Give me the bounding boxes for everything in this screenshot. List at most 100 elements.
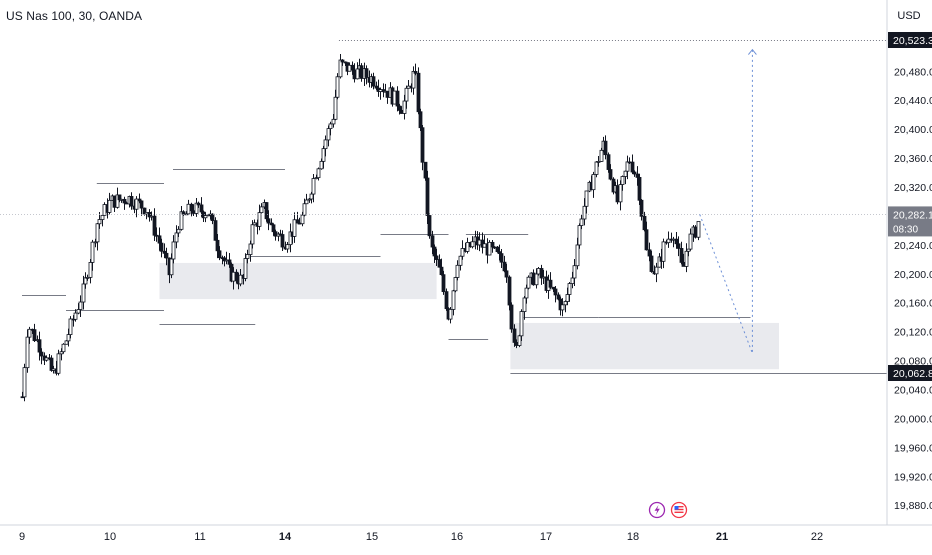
candle[interactable] xyxy=(666,231,671,248)
candle[interactable] xyxy=(553,286,558,303)
candle[interactable] xyxy=(512,324,517,347)
candle[interactable] xyxy=(618,180,623,211)
candle[interactable] xyxy=(61,343,66,354)
candle[interactable] xyxy=(395,86,400,112)
candle[interactable] xyxy=(129,192,134,210)
candle[interactable] xyxy=(441,270,446,295)
projection-path[interactable] xyxy=(699,49,753,354)
candle[interactable] xyxy=(311,173,316,203)
candle[interactable] xyxy=(159,238,164,258)
candle[interactable] xyxy=(181,210,186,216)
candle[interactable] xyxy=(266,210,271,231)
candle[interactable] xyxy=(579,214,584,230)
candle[interactable] xyxy=(416,67,421,115)
candle[interactable] xyxy=(413,63,418,76)
candle[interactable] xyxy=(285,241,290,253)
candle[interactable] xyxy=(90,239,95,271)
candle[interactable] xyxy=(300,211,305,227)
candle[interactable] xyxy=(504,263,509,283)
candle[interactable] xyxy=(425,170,430,225)
candle[interactable] xyxy=(567,281,572,302)
candle[interactable] xyxy=(122,196,127,210)
candle[interactable] xyxy=(107,192,112,215)
candle[interactable] xyxy=(560,298,565,317)
candle[interactable] xyxy=(637,173,642,205)
candle[interactable] xyxy=(174,225,179,249)
candle[interactable] xyxy=(509,302,514,333)
candle[interactable] xyxy=(340,59,345,66)
candle[interactable] xyxy=(455,260,460,281)
demand-zone[interactable] xyxy=(159,262,437,300)
candle[interactable] xyxy=(280,230,285,252)
candle[interactable] xyxy=(661,238,666,269)
candle[interactable] xyxy=(81,275,86,310)
candle[interactable] xyxy=(688,228,693,251)
candle[interactable] xyxy=(245,249,250,264)
candle[interactable] xyxy=(423,161,428,181)
candle[interactable] xyxy=(606,152,611,173)
candle[interactable] xyxy=(608,164,613,181)
candle[interactable] xyxy=(696,221,701,241)
candle[interactable] xyxy=(243,253,248,282)
candle[interactable] xyxy=(304,193,309,205)
candle[interactable] xyxy=(335,73,340,100)
candle[interactable] xyxy=(203,212,208,223)
candle[interactable] xyxy=(534,268,539,289)
candle[interactable] xyxy=(693,225,698,239)
candle[interactable] xyxy=(292,212,297,243)
candle[interactable] xyxy=(248,240,253,262)
candle[interactable] xyxy=(171,235,176,264)
candle[interactable] xyxy=(507,275,512,311)
candle[interactable] xyxy=(213,217,218,241)
candle[interactable] xyxy=(584,190,589,214)
candle[interactable] xyxy=(448,307,453,324)
candle[interactable] xyxy=(470,236,475,249)
candle[interactable] xyxy=(572,258,577,287)
candle[interactable] xyxy=(102,202,107,216)
candle[interactable] xyxy=(78,295,83,317)
candle[interactable] xyxy=(644,221,649,251)
candle[interactable] xyxy=(649,250,654,273)
candle[interactable] xyxy=(594,161,599,178)
candle[interactable] xyxy=(499,248,504,269)
candle[interactable] xyxy=(577,223,582,249)
candle[interactable] xyxy=(434,248,439,267)
candle[interactable] xyxy=(22,363,27,402)
candle[interactable] xyxy=(95,222,100,251)
candle[interactable] xyxy=(420,124,425,171)
lightning-event-icon[interactable] xyxy=(648,501,666,519)
candle[interactable] xyxy=(49,355,54,372)
candle[interactable] xyxy=(227,252,232,268)
us-flag-event-icon[interactable] xyxy=(670,501,688,519)
candle[interactable] xyxy=(25,329,30,373)
candle[interactable] xyxy=(152,208,157,241)
currency-button[interactable]: USD xyxy=(897,10,921,22)
candle[interactable] xyxy=(676,236,681,257)
candle[interactable] xyxy=(85,274,90,281)
candle[interactable] xyxy=(238,269,243,287)
candle[interactable] xyxy=(215,233,220,259)
candle[interactable] xyxy=(217,246,222,261)
candle[interactable] xyxy=(27,326,32,344)
candle[interactable] xyxy=(630,154,635,174)
candle[interactable] xyxy=(316,167,321,181)
candle[interactable] xyxy=(411,66,416,95)
candle[interactable] xyxy=(137,193,142,204)
candle[interactable] xyxy=(176,226,181,237)
candle[interactable] xyxy=(603,135,608,160)
candle[interactable] xyxy=(599,147,604,162)
candle[interactable] xyxy=(271,223,276,236)
candle[interactable] xyxy=(56,349,61,376)
candle[interactable] xyxy=(620,175,625,191)
candle[interactable] xyxy=(458,255,463,271)
candle[interactable] xyxy=(517,334,522,348)
candle[interactable] xyxy=(328,121,333,136)
candle[interactable] xyxy=(418,108,423,132)
candle[interactable] xyxy=(257,204,262,231)
candle[interactable] xyxy=(194,197,199,217)
candle[interactable] xyxy=(536,266,541,276)
candle[interactable] xyxy=(164,247,169,266)
candle[interactable] xyxy=(210,213,215,225)
candle[interactable] xyxy=(430,230,435,255)
